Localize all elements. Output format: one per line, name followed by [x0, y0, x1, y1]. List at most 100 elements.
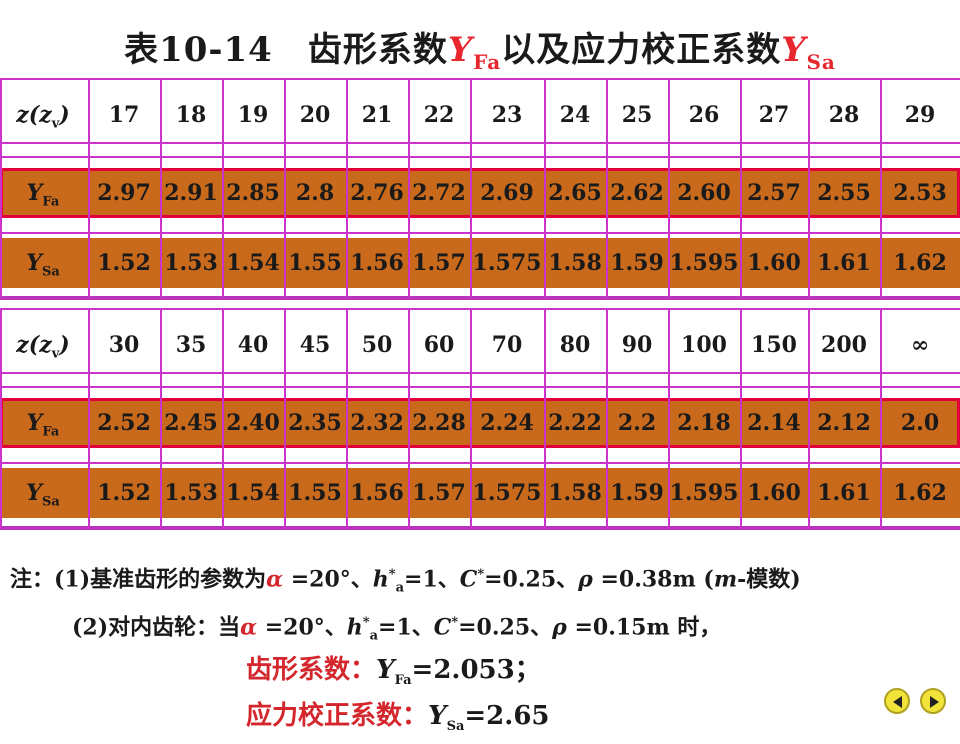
table-cell: 2.53	[893, 180, 947, 206]
note-1: 注：(1)基准齿形的参数为α =20°、h*a=1、C*=0.25、ρ =0.3…	[10, 566, 801, 596]
table-cell: 1.57	[412, 250, 466, 276]
table-cell: 2.91	[164, 180, 218, 206]
table-cell: 2.57	[747, 180, 801, 206]
table-cell: 70	[491, 332, 523, 358]
grid-line	[160, 308, 162, 528]
table-cell: 2.52	[97, 410, 151, 436]
grid-line	[0, 156, 960, 158]
row-label: YFa	[26, 180, 60, 210]
table-cell: 1.58	[548, 480, 602, 506]
triangle-left-icon	[893, 696, 902, 708]
table-cell: 1.595	[669, 250, 739, 276]
previous-slide-button[interactable]	[884, 688, 910, 714]
table-cell: 2.65	[548, 180, 602, 206]
table-cell: 1.52	[97, 480, 151, 506]
table-cell: 25	[621, 102, 653, 128]
table-cell: 1.59	[610, 480, 664, 506]
table-cell: 1.54	[226, 480, 280, 506]
table-cell: 17	[108, 102, 140, 128]
table-cell: 80	[559, 332, 591, 358]
row-label: YFa	[26, 410, 60, 440]
table-cell: 2.69	[480, 180, 534, 206]
grid-line	[470, 78, 472, 298]
table-cell: 19	[237, 102, 269, 128]
grid-line	[88, 78, 90, 298]
table-cell: 1.595	[669, 480, 739, 506]
grid-line	[0, 372, 960, 374]
grid-line	[668, 308, 670, 528]
grid-line	[346, 78, 348, 298]
grid-line	[88, 308, 90, 528]
table-cell: 40	[237, 332, 269, 358]
table-cell: 100	[681, 332, 727, 358]
grid-line	[544, 308, 546, 528]
table-cell: 200	[821, 332, 867, 358]
table-cell: 2.2	[617, 410, 657, 436]
table-cell: 1.575	[472, 250, 542, 276]
table-cell: 50	[361, 332, 393, 358]
table-row-z: z(zv) 30 35 40 45 50 60 70 80 90 100 150 200 ∞	[0, 320, 960, 370]
grid-line	[0, 308, 960, 310]
grid-line	[880, 78, 882, 298]
table-row-yfa: YFa 2.97 2.91 2.85 2.8 2.76 2.72 2.69 2.65 2.62 2.…	[0, 168, 960, 218]
grid-line	[0, 78, 2, 298]
table-cell: 2.35	[288, 410, 342, 436]
table-cell: 2.28	[412, 410, 466, 436]
table-cell: 2.85	[226, 180, 280, 206]
table-cell: 30	[108, 332, 140, 358]
table-cell: 1.62	[893, 480, 947, 506]
table-cell: 1.58	[548, 250, 602, 276]
table-cell: 2.24	[480, 410, 534, 436]
row-label: z(zv)	[16, 102, 70, 132]
table-cell: 1.53	[164, 480, 218, 506]
table-cell: 1.575	[472, 480, 542, 506]
table-cell: 2.18	[677, 410, 731, 436]
table-cell: 22	[423, 102, 455, 128]
page-title: 表10-14 齿形系数YFa以及应力校正系数YSa	[124, 30, 836, 74]
table-row-z: z(zv) 17 18 19 20 21 22 23 24 25 26 27 28 29	[0, 90, 960, 140]
grid-line	[160, 78, 162, 298]
table-cell: 18	[175, 102, 207, 128]
table-cell: 28	[828, 102, 860, 128]
table-cell: 2.76	[350, 180, 404, 206]
table-cell: 1.57	[412, 480, 466, 506]
grid-line	[0, 462, 960, 464]
table-cell: 27	[758, 102, 790, 128]
grid-line	[0, 78, 960, 80]
row-label: YSa	[26, 250, 60, 280]
row-label: z(zv)	[16, 332, 70, 362]
grid-line	[606, 308, 608, 528]
row-label: YSa	[26, 480, 60, 510]
table-cell: 1.60	[747, 250, 801, 276]
table-cell: 150	[751, 332, 797, 358]
grid-line	[284, 308, 286, 528]
table-cell: 26	[688, 102, 720, 128]
table-cell: ∞	[910, 332, 930, 358]
table-cell: 1.54	[226, 250, 280, 276]
table-cell: 35	[175, 332, 207, 358]
table-cell: 60	[423, 332, 455, 358]
grid-line	[740, 308, 742, 528]
table-cell: 45	[299, 332, 331, 358]
table-cell: 2.62	[610, 180, 664, 206]
table-cell: 2.8	[295, 180, 335, 206]
table-cell: 2.22	[548, 410, 602, 436]
table-cell: 2.55	[817, 180, 871, 206]
grid-line	[808, 308, 810, 528]
grid-line	[408, 78, 410, 298]
table-cell: 2.32	[350, 410, 404, 436]
next-slide-button[interactable]	[920, 688, 946, 714]
grid-line	[0, 526, 960, 530]
table-cell: 2.72	[412, 180, 466, 206]
table-cell: 2.14	[747, 410, 801, 436]
table-cell: 1.56	[350, 480, 404, 506]
table-cell: 1.53	[164, 250, 218, 276]
note-2: (2)对内齿轮：当α =20°、h*a=1、C*=0.25、ρ =0.15m 时…	[72, 614, 722, 644]
table-cell: 1.59	[610, 250, 664, 276]
table-cell: 20	[299, 102, 331, 128]
grid-line	[0, 386, 960, 388]
table-row-ysa: YSa 1.52 1.53 1.54 1.55 1.56 1.57 1.575 1.58 1.59…	[0, 238, 960, 288]
table-cell: 1.61	[817, 250, 871, 276]
table-row-ysa: YSa 1.52 1.53 1.54 1.55 1.56 1.57 1.575 1.58 1.59…	[0, 468, 960, 518]
grid-line	[0, 142, 960, 144]
